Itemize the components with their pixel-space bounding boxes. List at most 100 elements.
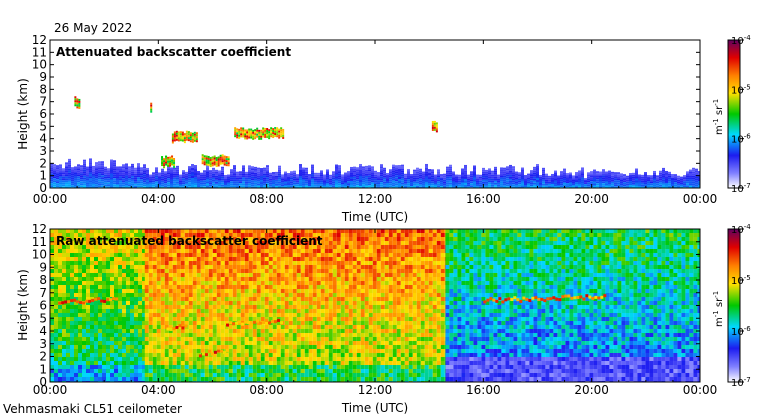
- noise-cell: [224, 337, 229, 341]
- noise-cell: [196, 349, 201, 353]
- heat-cell: [173, 181, 176, 184]
- cloud-cell: [78, 100, 81, 103]
- noise-cell: [78, 257, 82, 261]
- noise-cell: [256, 313, 261, 317]
- heat-cell: [563, 180, 566, 183]
- noise-cell: [70, 321, 74, 325]
- noise-cell: [134, 349, 138, 353]
- heat-cell: [428, 171, 431, 174]
- heat-cell: [428, 177, 431, 180]
- noise-cell: [288, 253, 293, 257]
- noise-cell: [134, 281, 138, 285]
- heat-cell: [182, 184, 185, 187]
- y-tick-label: 0: [39, 181, 47, 195]
- noise-cell: [272, 369, 277, 373]
- heat-cell: [425, 179, 428, 182]
- noise-cell: [224, 333, 229, 337]
- noise-cell: [240, 337, 245, 341]
- noise-cell: [164, 373, 169, 377]
- noise-cell: [268, 237, 273, 241]
- heat-cell: [506, 180, 509, 183]
- heat-cell: [641, 184, 644, 187]
- heat-cell: [344, 174, 347, 177]
- heat-cell: [512, 166, 515, 169]
- noise-cell: [114, 285, 118, 289]
- noise-cell: [192, 241, 197, 245]
- noise-cell: [144, 265, 149, 269]
- noise-cell: [264, 333, 269, 337]
- noise-cell: [50, 301, 54, 305]
- noise-cell: [74, 345, 78, 349]
- noise-cell: [224, 313, 229, 317]
- heat-cell: [338, 177, 341, 180]
- noise-cell: [168, 229, 173, 233]
- cloud-cell: [213, 155, 216, 158]
- cloud-cell: [78, 104, 81, 107]
- cloud-cell: [282, 130, 285, 133]
- noise-cell: [144, 369, 149, 373]
- heat-cell: [185, 177, 188, 180]
- heat-cell: [464, 180, 467, 183]
- heat-cell: [380, 176, 383, 179]
- cloud-cell: [187, 133, 190, 136]
- noise-cell: [144, 233, 149, 237]
- noise-cell: [176, 349, 181, 353]
- heat-cell: [275, 185, 278, 188]
- cloud-cell: [211, 156, 214, 159]
- cloud-cell: [175, 134, 178, 137]
- noise-cell: [134, 325, 138, 329]
- noise-cell: [134, 277, 138, 281]
- noise-cell: [94, 229, 98, 233]
- heat-cell: [476, 182, 479, 185]
- noise-cell: [62, 273, 66, 277]
- heat-cell: [653, 174, 656, 177]
- heat-cell: [122, 184, 125, 187]
- noise-cell: [180, 229, 185, 233]
- noise-cell: [94, 369, 98, 373]
- heat-cell: [101, 177, 104, 180]
- heat-cell: [614, 182, 617, 185]
- cloud-cell: [280, 133, 283, 136]
- cloud-cell: [248, 132, 251, 135]
- noise-cell: [180, 289, 185, 293]
- noise-cell: [276, 265, 281, 269]
- noise-cell: [276, 361, 281, 365]
- noise-cell: [142, 233, 146, 237]
- noise-cell: [66, 377, 70, 381]
- heat-cell: [623, 180, 626, 183]
- heat-cell: [401, 182, 404, 185]
- cloud-cell: [177, 139, 180, 142]
- noise-cell: [70, 285, 74, 289]
- noise-cell: [216, 277, 221, 281]
- noise-cell: [134, 357, 138, 361]
- cloud-cell: [221, 158, 224, 161]
- heat-cell: [542, 173, 545, 176]
- noise-cell: [94, 321, 98, 325]
- heat-cell: [140, 185, 143, 188]
- heat-cell: [512, 186, 515, 188]
- noise-cell: [292, 345, 297, 349]
- noise-cell: [196, 241, 201, 245]
- heat-cell: [332, 179, 335, 182]
- noise-cell: [292, 377, 297, 381]
- noise-cell: [110, 309, 114, 313]
- heat-cell: [197, 183, 200, 186]
- heat-cell: [515, 173, 518, 176]
- heat-cell: [401, 176, 404, 179]
- noise-cell: [236, 249, 241, 253]
- cloud-cell: [185, 136, 188, 139]
- heat-cell: [215, 175, 218, 178]
- heat-cell: [365, 175, 368, 178]
- heat-cell: [350, 180, 353, 183]
- heat-cell: [353, 170, 356, 173]
- noise-cell: [292, 373, 297, 377]
- noise-cell: [138, 277, 142, 281]
- noise-cell: [236, 269, 241, 273]
- noise-cell: [236, 317, 241, 321]
- cloud-cell: [227, 156, 230, 159]
- heat-cell: [485, 183, 488, 186]
- noise-cell: [168, 365, 173, 369]
- heat-cell: [386, 179, 389, 182]
- noise-cell: [58, 373, 62, 377]
- noise-cell: [54, 329, 58, 333]
